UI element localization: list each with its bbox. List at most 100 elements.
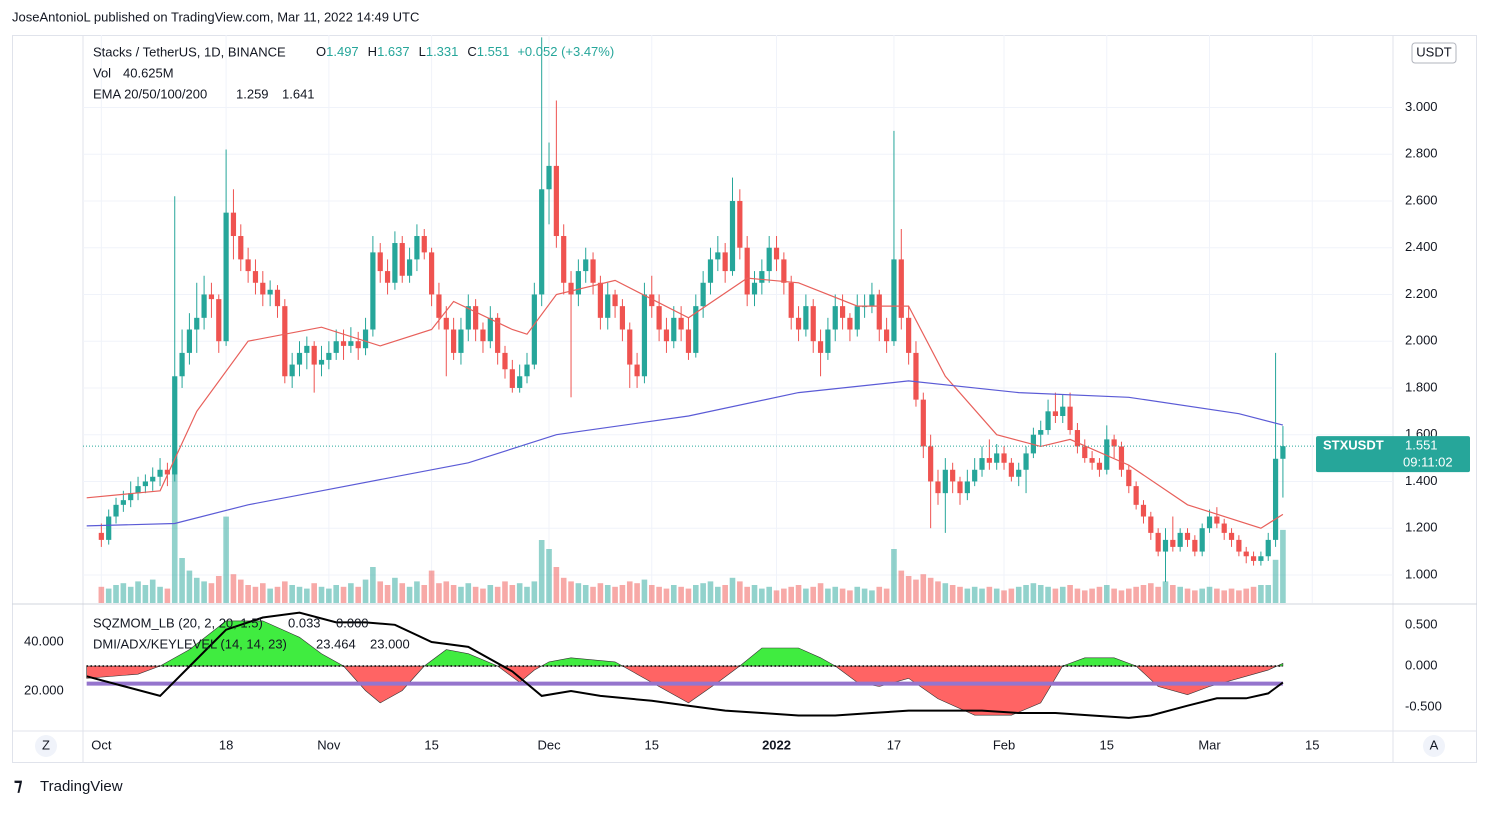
volume-bar xyxy=(942,583,949,603)
ohlc-legend: O1.497 H1.637 L1.331 C1.551 +0.052 (+3.47%) xyxy=(316,44,614,59)
x-tick-label: Dec xyxy=(537,737,561,752)
candle-body xyxy=(1104,439,1110,470)
volume-bar xyxy=(773,590,780,603)
volume-bar xyxy=(729,577,736,603)
candle-body xyxy=(443,317,449,330)
button[interactable] xyxy=(35,735,57,757)
candle-body xyxy=(847,317,853,330)
adx-name: DMI/ADX/KEYLEVEL (14, 14, 23) xyxy=(93,636,287,651)
candle-body xyxy=(561,236,567,283)
volume-bar xyxy=(1199,588,1205,603)
candle-body xyxy=(663,329,670,342)
volume-bar xyxy=(149,579,156,603)
volume-bar xyxy=(568,581,574,603)
x-tick-label: 2022 xyxy=(762,737,791,752)
candle-body xyxy=(120,500,126,505)
volume-bar xyxy=(318,586,325,603)
candle-body xyxy=(575,271,581,295)
currency-box[interactable] xyxy=(1411,42,1457,64)
volume-bar xyxy=(612,586,618,603)
y2-tick-label: 0.500 xyxy=(1405,616,1438,631)
volume-bar xyxy=(663,588,670,603)
button-label: Z xyxy=(42,737,50,752)
candle-body xyxy=(465,306,471,330)
candle-body xyxy=(553,165,559,237)
candle-body xyxy=(722,252,728,272)
candle-body xyxy=(1060,406,1066,417)
volume-bar xyxy=(348,583,354,603)
candle-body xyxy=(737,200,743,248)
candle-body xyxy=(296,352,303,365)
volume-bar xyxy=(1081,590,1088,603)
y-tick-label: 1.800 xyxy=(1405,379,1438,394)
volume-bar xyxy=(1133,586,1139,603)
candle-body xyxy=(788,282,794,318)
x-tick-label: Mar xyxy=(1198,737,1221,752)
volume-bar xyxy=(553,567,560,603)
volume-bar xyxy=(751,585,758,603)
volume-bar xyxy=(1206,586,1213,603)
volume-bar xyxy=(766,586,772,603)
volume-bar xyxy=(260,583,266,603)
candle-body xyxy=(428,252,435,295)
candle-body xyxy=(568,282,574,295)
volume-bar xyxy=(538,540,545,603)
volume-bar xyxy=(157,586,163,603)
volume-bar xyxy=(648,585,655,603)
candle-body xyxy=(179,352,185,377)
volume-bar xyxy=(120,583,127,603)
volume-bar xyxy=(208,583,215,603)
ohlc-key: H xyxy=(368,44,377,59)
volume-bar xyxy=(670,585,677,603)
price-label xyxy=(1316,436,1470,473)
symbol-label: STXUSDT xyxy=(1323,438,1384,453)
candle-body xyxy=(994,453,1000,463)
candle-body xyxy=(906,317,912,353)
candle-body xyxy=(106,516,112,540)
x-tick-label: 15 xyxy=(645,737,659,752)
squeeze-value: 0.033 xyxy=(288,615,321,630)
candle-body xyxy=(810,306,816,342)
candle-body xyxy=(289,364,295,377)
volume-bar xyxy=(414,581,420,603)
volume-bar xyxy=(700,583,706,603)
volume-bar xyxy=(1236,590,1242,603)
volume-bar xyxy=(480,588,486,603)
volume-bar xyxy=(1280,529,1286,603)
squeeze-area xyxy=(86,620,1284,716)
volume-bar xyxy=(715,586,721,603)
candle-body xyxy=(348,341,354,346)
candle-body xyxy=(384,271,391,283)
volume-bar xyxy=(289,585,295,603)
volume-bar xyxy=(817,583,824,603)
volume-bar xyxy=(1265,585,1272,603)
candle-body xyxy=(377,252,383,272)
adx-tick-label: 20.000 xyxy=(24,682,64,697)
y-tick-label: 3.000 xyxy=(1405,99,1438,114)
candle-body xyxy=(282,306,288,377)
candle-body xyxy=(979,458,985,470)
volume-bar xyxy=(531,581,538,603)
x-tick-label: 18 xyxy=(219,737,233,752)
x-tick-label: Feb xyxy=(993,737,1015,752)
candle-body xyxy=(935,481,941,494)
candle-body xyxy=(546,165,552,190)
candle-body xyxy=(1133,486,1139,505)
volume-bar xyxy=(1140,585,1147,603)
y-tick-label: 1.400 xyxy=(1405,473,1438,488)
candle-body xyxy=(245,259,251,272)
candle-body xyxy=(274,289,281,307)
candle-body xyxy=(201,294,207,318)
volume-bar xyxy=(810,586,817,603)
volume-bar xyxy=(913,579,919,603)
candle-body xyxy=(1177,532,1183,547)
candle-body xyxy=(1236,539,1242,552)
button[interactable] xyxy=(1423,735,1445,757)
candle-body xyxy=(1199,528,1205,552)
volume-bar xyxy=(1089,588,1095,603)
candle-body xyxy=(1162,539,1169,552)
candle-body xyxy=(355,341,361,349)
volume-bar xyxy=(634,583,640,603)
candle-body xyxy=(1140,504,1147,517)
candle-body xyxy=(634,364,640,377)
